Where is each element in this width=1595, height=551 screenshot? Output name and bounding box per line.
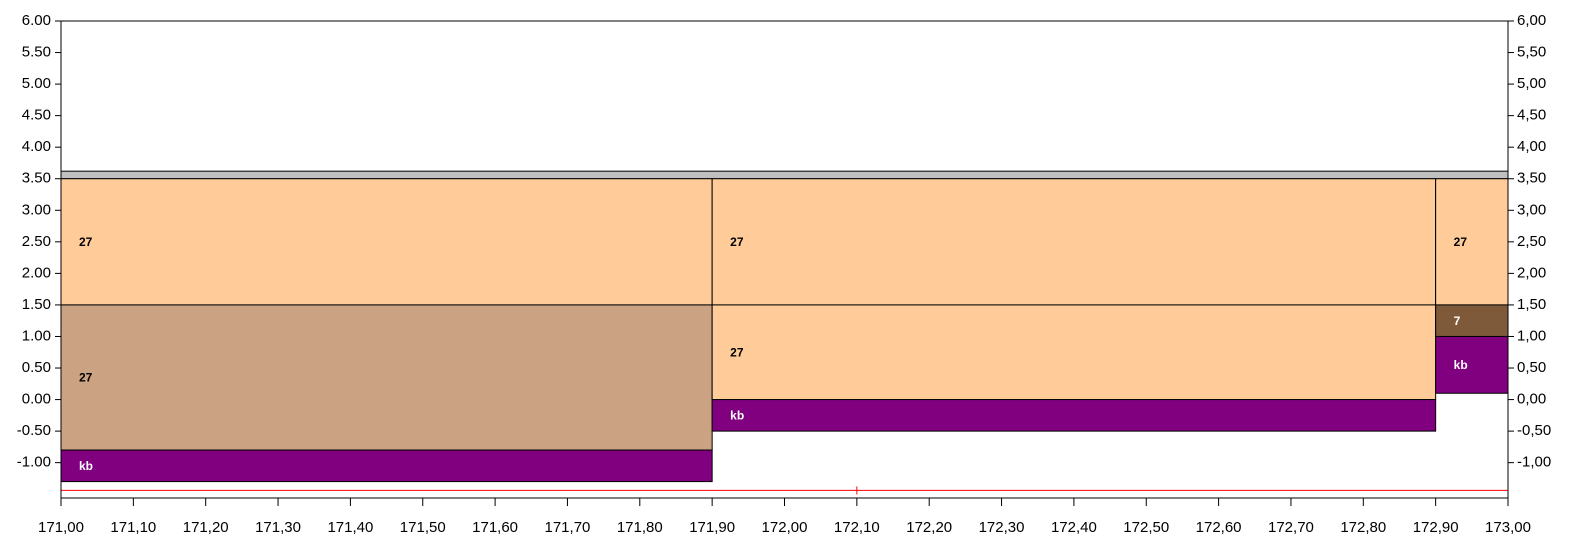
y2-tick-label: 1,50 (1517, 296, 1546, 313)
y-tick-label: 1.50 (22, 296, 51, 313)
x-tick-label: 171,80 (617, 519, 663, 536)
x-tick-label: 172,40 (1051, 519, 1097, 536)
y2-tick-label: 5,00 (1517, 75, 1546, 92)
y2-tick-label: -1,00 (1517, 454, 1551, 471)
layer-block (1435, 304, 1509, 337)
y-tick-label: 2.50 (22, 233, 51, 250)
x-tick-label: 172,30 (979, 519, 1025, 536)
x-tick-label: 173,00 (1485, 519, 1531, 536)
layer-label: 27 (1454, 235, 1468, 249)
y2-tick-label: 2,50 (1517, 233, 1546, 250)
y-tick-label: 6.00 (22, 12, 51, 29)
layer-block (711, 399, 1437, 432)
x-tick-label: 171,30 (255, 519, 301, 536)
y2-tick-label: -0,50 (1517, 422, 1551, 439)
layer-label: 27 (79, 235, 93, 249)
layer-block (60, 304, 713, 451)
layer-block (60, 178, 713, 306)
layer-block (711, 178, 1437, 306)
y-tick-label: 4.00 (22, 138, 51, 155)
x-tick-label: 172,50 (1123, 519, 1169, 536)
layer-label: kb (1454, 358, 1468, 372)
y2-tick-label: 3,00 (1517, 201, 1546, 218)
layer-label: kb (730, 409, 744, 423)
y-tick-label: 5.00 (22, 75, 51, 92)
y2-tick-label: 0,50 (1517, 359, 1546, 376)
layer-label: 27 (730, 235, 744, 249)
layer-block (60, 449, 713, 483)
x-tick-label: 172,00 (762, 519, 808, 536)
y2-tick-label: 4,00 (1517, 138, 1546, 155)
layer-label: 27 (730, 345, 744, 359)
layer-label: kb (79, 459, 93, 473)
x-tick-label: 172,90 (1413, 519, 1459, 536)
x-tick-label: 171,20 (183, 519, 229, 536)
x-tick-label: 172,80 (1340, 519, 1386, 536)
x-tick-label: 171,50 (400, 519, 446, 536)
layer-label: 27 (79, 371, 93, 385)
y-tick-label: 0.50 (22, 359, 51, 376)
y2-tick-label: 5,50 (1517, 44, 1546, 61)
x-tick-label: 172,60 (1196, 519, 1242, 536)
layer-block (1435, 335, 1509, 394)
y-tick-label: 5.50 (22, 44, 51, 61)
layer-block (60, 170, 1509, 180)
y2-tick-label: 6,00 (1517, 12, 1546, 29)
y-tick-label: -1.00 (17, 454, 51, 471)
x-tick-label: 172,10 (834, 519, 880, 536)
layer-block (711, 304, 1437, 401)
y2-tick-label: 3,50 (1517, 170, 1546, 187)
x-tick-label: 171,70 (545, 519, 591, 536)
y2-tick-label: 1,00 (1517, 327, 1546, 344)
y2-tick-label: 2,00 (1517, 264, 1546, 281)
x-tick-label: 172,20 (906, 519, 952, 536)
y-tick-label: 0.00 (22, 391, 51, 408)
y-tick-label: 3.00 (22, 201, 51, 218)
layer-block (1435, 178, 1509, 306)
x-tick-label: 171,90 (689, 519, 735, 536)
y-tick-label: 4.50 (22, 107, 51, 124)
y2-tick-label: 0,00 (1517, 391, 1546, 408)
x-tick-label: 171,10 (110, 519, 156, 536)
x-tick-label: 171,00 (38, 519, 84, 536)
x-tick-label: 171,60 (472, 519, 518, 536)
x-tick-label: 172,70 (1268, 519, 1314, 536)
y-tick-label: 1.00 (22, 327, 51, 344)
y2-tick-label: 4,50 (1517, 107, 1546, 124)
x-tick-label: 171,40 (327, 519, 373, 536)
y-tick-label: 2.00 (22, 264, 51, 281)
layer-label: 7 (1454, 314, 1461, 328)
y-tick-label: 3.50 (22, 170, 51, 187)
y-tick-label: -0.50 (17, 422, 51, 439)
